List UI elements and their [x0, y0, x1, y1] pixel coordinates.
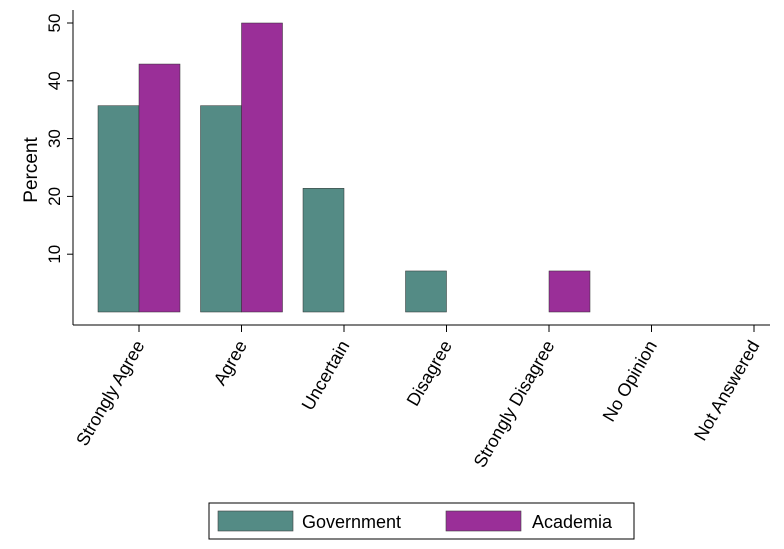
legend-swatch-academia: [445, 510, 522, 532]
bar-government-uncertain: [302, 188, 345, 313]
y-tick-label: 20: [45, 187, 64, 206]
y-axis: 10 20 30 40 50: [45, 10, 74, 325]
bars: [97, 22, 591, 313]
bar-academia-agree: [241, 22, 283, 313]
bar-government-agree: [200, 105, 242, 313]
bar-academia-strongly-agree: [138, 63, 181, 313]
legend-label-government: Government: [302, 512, 401, 532]
y-tick-label: 30: [45, 129, 64, 148]
bar-government-disagree: [405, 270, 447, 313]
bar-government-strongly-agree: [97, 105, 140, 313]
bar-academia-strongly-disagree: [548, 270, 591, 313]
y-tick-label: 10: [45, 245, 64, 264]
y-axis-title: Percent: [21, 137, 42, 203]
legend-swatch-government: [217, 510, 294, 532]
legend-label-academia: Academia: [532, 512, 613, 532]
y-tick-label: 50: [45, 14, 64, 33]
legend: Government Academia: [208, 502, 635, 540]
y-tick-label: 40: [45, 71, 64, 90]
